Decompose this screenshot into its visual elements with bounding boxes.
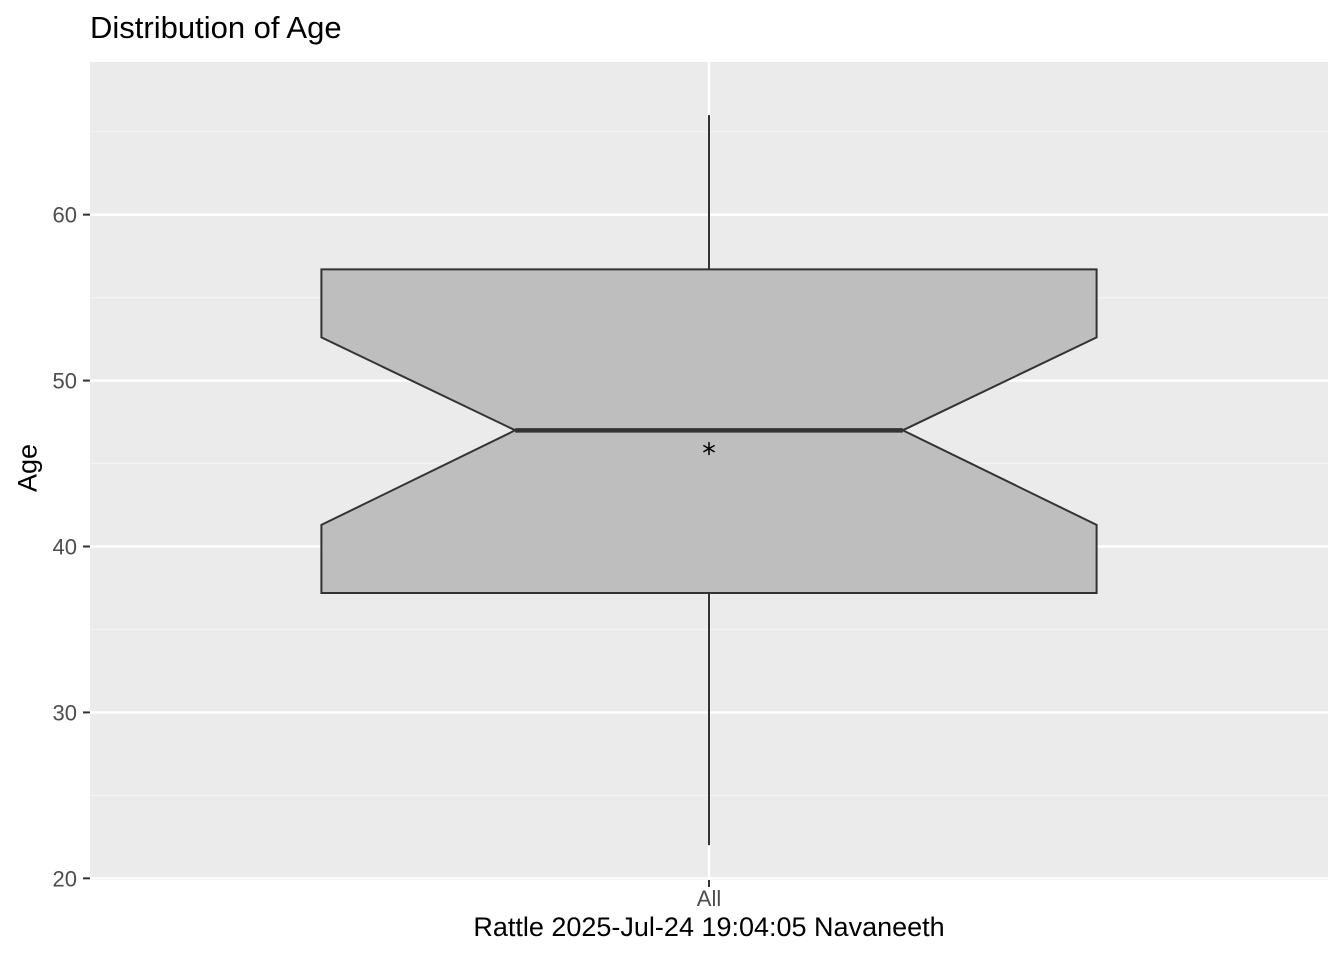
y-tick-label: 20 [53,866,77,891]
mean-marker [702,442,716,456]
x-axis-label: Rattle 2025-Jul-24 19:04:05 Navaneeth [473,912,945,942]
y-tick-label: 40 [53,534,77,559]
y-tick-label: 60 [53,203,77,228]
x-tick-label: All [697,886,721,911]
y-tick-label: 50 [53,369,77,394]
y-axis-label: Age [12,443,43,493]
chart-title: Distribution of Age [90,10,342,45]
y-tick-label: 30 [53,700,77,725]
